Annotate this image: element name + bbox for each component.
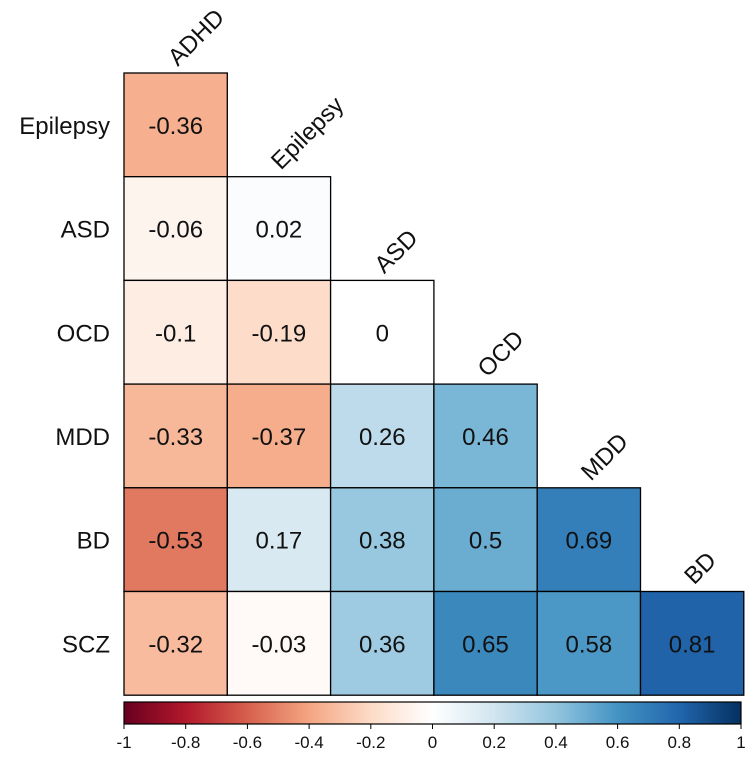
cell-value-label: 0.02 xyxy=(256,217,303,244)
row-label-ocd: OCD xyxy=(57,320,110,347)
row-label-bd: BD xyxy=(77,528,110,555)
heatmap-cell-bd-epilepsy xyxy=(226,487,332,593)
cell-value-label: -0.19 xyxy=(252,320,307,347)
heatmap-cell-bd-asd xyxy=(329,487,435,593)
heatmap-cell-mdd-ocd xyxy=(433,383,538,489)
row-label-epilepsy: Epilepsy xyxy=(19,113,110,140)
row-label-scz: SCZ xyxy=(62,631,110,658)
cell-value-label: 0.69 xyxy=(566,528,613,555)
heatmap-cell-ocd-epilepsy xyxy=(226,279,332,385)
cell-value-label: -0.53 xyxy=(148,528,203,555)
column-label-adhd: ADHD xyxy=(163,4,230,71)
heatmap-cell-scz-mdd xyxy=(536,590,642,696)
colorbar-tick-label: -0.6 xyxy=(233,733,262,752)
heatmap-cell-scz-ocd xyxy=(433,590,538,696)
column-label-ocd: OCD xyxy=(473,326,530,383)
colorbar-tick-label: -0.4 xyxy=(294,733,323,752)
cell-value-label: 0.81 xyxy=(669,631,716,658)
column-label-asd: ASD xyxy=(369,225,423,279)
cell-value-label: 0.46 xyxy=(462,424,509,451)
colorbar-tick-label: -0.8 xyxy=(171,733,200,752)
row-label-mdd: MDD xyxy=(55,424,110,451)
cell-value-label: 0.17 xyxy=(256,528,303,555)
colorbar: -1 -0.8 -0.6 -0.4 -0.2 0 0.2 0.4 0.6 0.8 1 xyxy=(116,701,746,752)
cell-value-label: 0.58 xyxy=(566,631,613,658)
heatmap-cell-ocd-adhd xyxy=(123,279,228,385)
cell-value-label: -0.32 xyxy=(148,631,203,658)
colorbar-tick-label: 0.8 xyxy=(667,733,691,752)
colorbar-gradient xyxy=(123,701,742,725)
heatmap-cells: -0.36 -0.06 0.02 -0.1 -0.19 0 -0.33 -0.37 0.26 0.… xyxy=(123,72,745,696)
heatmap-cell-ocd-asd xyxy=(329,279,435,385)
column-label-mdd: MDD xyxy=(576,428,634,486)
heatmap-cell-scz-epilepsy xyxy=(226,590,332,696)
heatmap-cell-scz-asd xyxy=(329,590,435,696)
heatmap-cell-mdd-epilepsy xyxy=(226,383,332,489)
cell-value-label: 0.65 xyxy=(462,631,509,658)
heatmap-cell-bd-mdd xyxy=(536,487,642,593)
colorbar-tick-label: 0.4 xyxy=(544,733,568,752)
row-label-asd: ASD xyxy=(61,217,110,244)
colorbar-tick-label: 0.6 xyxy=(606,733,630,752)
column-label-epilepsy: Epilepsy xyxy=(266,92,349,175)
row-labels: Epilepsy ASD OCD MDD BD SCZ xyxy=(19,113,110,659)
cell-value-label: -0.06 xyxy=(148,217,203,244)
colorbar-tick-label: 0 xyxy=(428,733,437,752)
heatmap-cell-scz-adhd xyxy=(123,590,228,696)
column-label-bd: BD xyxy=(679,547,722,590)
cell-value-label: -0.33 xyxy=(148,424,203,451)
cell-value-label: -0.36 xyxy=(148,113,203,140)
cell-value-label: -0.37 xyxy=(252,424,307,451)
colorbar-tick-label: 1 xyxy=(736,733,745,752)
cell-value-label: 0.5 xyxy=(469,528,502,555)
colorbar-tick-label: 0.2 xyxy=(482,733,506,752)
cell-value-label: 0 xyxy=(376,320,389,347)
heatmap-cell-bd-ocd xyxy=(433,487,538,593)
cell-value-label: -0.03 xyxy=(252,631,307,658)
heatmap-cell-asd-adhd xyxy=(123,176,228,282)
colorbar-tick-label: -0.2 xyxy=(356,733,385,752)
heatmap-cell-asd-epilepsy xyxy=(226,176,332,282)
cell-value-label: 0.36 xyxy=(359,631,406,658)
heatmap-cell-scz-bd xyxy=(639,590,745,696)
cell-value-label: 0.26 xyxy=(359,424,406,451)
heatmap-cell-epilepsy-adhd xyxy=(123,72,228,178)
colorbar-tick-label: -1 xyxy=(116,733,131,752)
cell-value-label: 0.38 xyxy=(359,528,406,555)
cell-value-label: -0.1 xyxy=(155,320,196,347)
